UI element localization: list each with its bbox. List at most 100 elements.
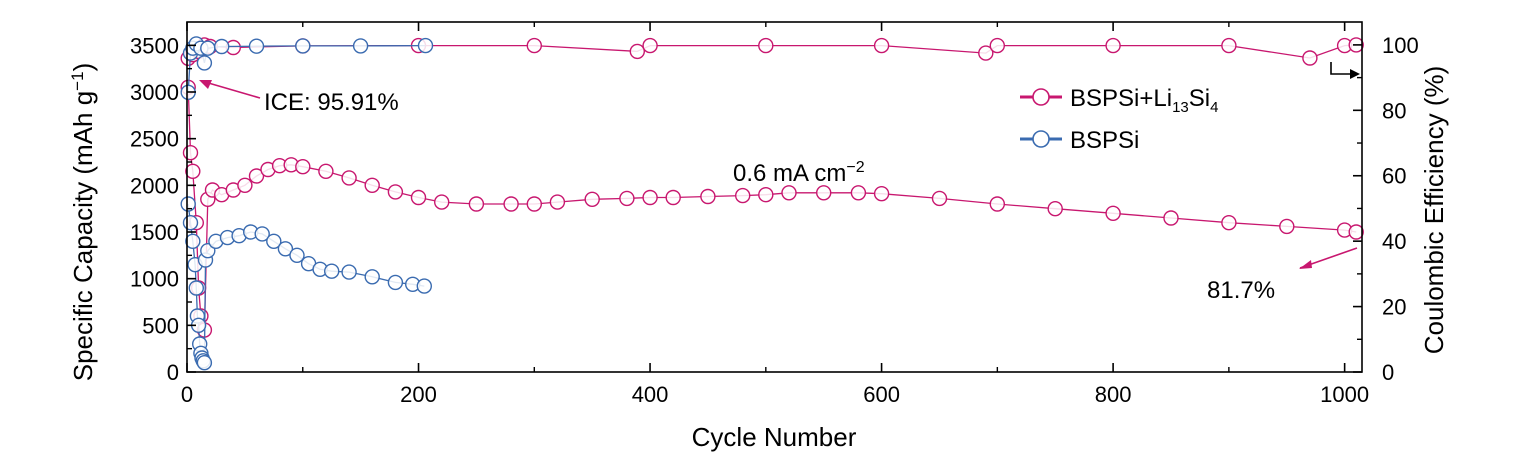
bspsi-li-ce-point xyxy=(1221,37,1237,54)
bspsi-li-ce-point xyxy=(1302,50,1318,66)
bspsi-li-capacity-point xyxy=(1047,200,1063,217)
bspsi-li-ce-point xyxy=(873,37,890,54)
y-left-axis-ticks: 0 500 1000 1500 2000 2500 3000 3500 xyxy=(130,33,196,385)
bspsi-capacity-point xyxy=(277,241,294,257)
bspsi-li-capacity-point xyxy=(619,190,635,207)
ice-label: ICE: 95.91% xyxy=(264,89,399,116)
bspsi-li-ce-point xyxy=(978,45,994,61)
bspsi-li-capacity-point xyxy=(434,194,450,210)
y-left-axis-title: Specific Capacity (mAh g−1) xyxy=(68,63,98,382)
bspsi-li-ce-point xyxy=(642,37,658,54)
bspsi-li-capacity-point xyxy=(850,185,867,201)
bspsi-li-capacity-point xyxy=(1105,205,1121,222)
bspsi-li-capacity-point xyxy=(816,185,832,201)
bspsi-capacity-point xyxy=(196,355,213,371)
bspsi-li-capacity-point xyxy=(468,196,485,212)
bspsi-capacity-point xyxy=(180,196,196,212)
bspsi-li-capacity-point xyxy=(781,185,797,201)
bspsi-li-capacity-point xyxy=(642,189,658,206)
ice-arrow xyxy=(204,81,261,99)
series-bspsi-marks xyxy=(180,36,434,371)
legend-label-bspsi-li: BSPSi+Li13Si4 xyxy=(1070,85,1218,116)
y-right-axis-title: Coulombic Efficiency (%) xyxy=(1419,66,1449,355)
y-right-tick-label: 80 xyxy=(1382,98,1406,123)
bspsi-li-capacity-point xyxy=(1163,210,1179,226)
legend: BSPSi+Li13Si4 BSPSi xyxy=(1020,85,1218,154)
bspsi-li-capacity-point xyxy=(665,189,681,206)
bspsi-ce-point xyxy=(352,38,369,54)
bspsi-li-capacity-point xyxy=(931,190,948,207)
ce-axis-indicator xyxy=(1330,62,1360,79)
x-tick-label: 800 xyxy=(1095,382,1132,407)
bspsi-li-capacity-point xyxy=(1221,214,1237,231)
bspsi-li-capacity-point xyxy=(364,177,380,194)
x-axis-ticks: 0 200 400 600 800 1000 xyxy=(181,22,1369,407)
x-axis-title: Cycle Number xyxy=(692,422,857,452)
legend-entry-bspsi-li: BSPSi+Li13Si4 xyxy=(1020,85,1218,116)
bspsi-li-capacity-point xyxy=(341,170,357,186)
bspsi-li-ce-point xyxy=(629,43,645,60)
bspsi-li-ce-point xyxy=(758,37,774,54)
bspsi-li-capacity-point xyxy=(410,189,427,206)
bspsi-capacity-point xyxy=(364,269,380,285)
y-left-tick-label: 1500 xyxy=(130,220,179,245)
bspsi-ce-point xyxy=(196,55,213,71)
bspsi-capacity-point xyxy=(182,214,199,231)
bspsi-li-ce-point xyxy=(989,37,1005,54)
y-right-tick-label: 100 xyxy=(1382,33,1419,58)
legend-label-bspsi: BSPSi xyxy=(1070,127,1139,154)
y-right-axis-ticks: 0 20 40 60 80 100 xyxy=(1353,33,1419,385)
bspsi-li-capacity-point xyxy=(526,196,542,212)
series-bspsi-li-marks xyxy=(180,37,1364,338)
bspsi-li-capacity-point xyxy=(318,163,334,180)
bspsi-li-capacity-point xyxy=(1348,224,1364,240)
y-left-tick-label: 0 xyxy=(167,360,179,385)
bspsi-li-capacity-point xyxy=(387,184,404,200)
bspsi-li-capacity-point xyxy=(1279,218,1295,235)
bspsi-li-capacity-point xyxy=(503,196,519,212)
y-left-tick-label: 500 xyxy=(142,313,179,338)
x-tick-label: 600 xyxy=(863,382,900,407)
bspsi-capacity-point xyxy=(324,263,340,279)
bspsi-ce-point xyxy=(295,38,311,54)
y-left-tick-label: 1000 xyxy=(130,267,179,292)
bspsi-li-capacity-point xyxy=(295,158,311,175)
y-left-tick-label: 3000 xyxy=(130,80,179,105)
bspsi-capacity-point xyxy=(266,233,282,250)
rate-label: 0.6 mA cm−2 xyxy=(733,159,865,187)
bspsi-li-capacity-point xyxy=(182,144,199,161)
y-right-tick-label: 40 xyxy=(1382,229,1406,254)
bspsi-li-capacity-line xyxy=(187,87,1357,331)
bspsi-li-capacity-point xyxy=(237,177,253,194)
plot-frame xyxy=(186,21,1363,373)
bspsi-capacity-point xyxy=(387,274,404,291)
annotation-retention: 81.7% xyxy=(1207,247,1358,304)
y-left-tick-label: 3500 xyxy=(130,33,179,58)
y-right-tick-label: 60 xyxy=(1382,164,1406,189)
x-tick-label: 0 xyxy=(181,382,193,407)
y-right-tick-label: 20 xyxy=(1382,295,1406,320)
retention-arrow-head xyxy=(1299,260,1312,269)
y-right-tick-label: 0 xyxy=(1382,360,1394,385)
bspsi-li-ce-point xyxy=(1105,37,1121,54)
bspsi-ce-point xyxy=(200,40,216,56)
bspsi-li-capacity-point xyxy=(549,194,566,210)
x-tick-label: 400 xyxy=(632,382,669,407)
annotation-ice: ICE: 95.91% xyxy=(199,80,399,116)
rate-label-sup: −2 xyxy=(846,159,864,176)
bspsi-ce-point xyxy=(213,38,230,55)
bspsi-ce-point xyxy=(248,38,265,54)
x-tick-label: 1000 xyxy=(1320,382,1369,407)
bspsi-capacity-point xyxy=(188,280,205,296)
ice-arrow-head xyxy=(199,80,212,89)
bspsi-li-capacity-point xyxy=(735,187,751,204)
bspsi-capacity-point xyxy=(254,226,270,242)
y-left-tick-label: 2000 xyxy=(130,173,179,198)
x-tick-label: 200 xyxy=(400,382,437,407)
bspsi-ce-point xyxy=(417,37,434,54)
bspsi-li-capacity-point xyxy=(185,163,201,180)
bspsi-li-ce-point xyxy=(526,37,542,54)
bspsi-li-capacity-point xyxy=(873,185,890,202)
bspsi-capacity-point xyxy=(289,247,305,264)
bspsi-li-capacity-point xyxy=(248,168,265,184)
